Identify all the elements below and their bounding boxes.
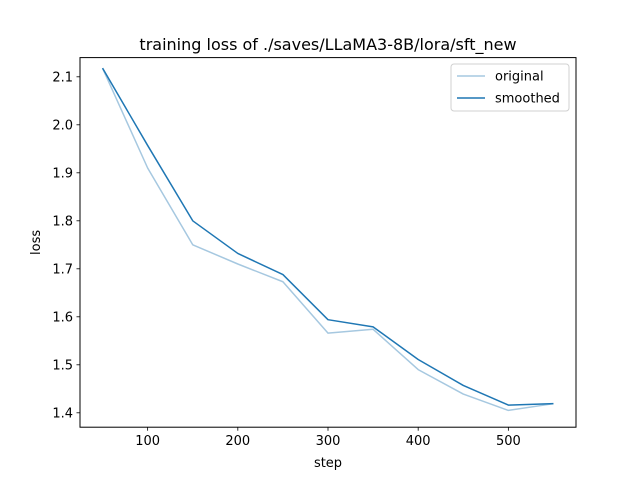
series-line-original <box>101 67 554 412</box>
legend: original smoothed <box>450 63 570 112</box>
y-tick-label: 1.6 <box>52 310 73 325</box>
x-tick-label: 500 <box>496 434 521 449</box>
y-tick-label: 2.1 <box>52 70 73 85</box>
x-axis-ticks: 100 200 300 400 500 <box>135 427 521 449</box>
chart-title: training loss of ./saves/LLaMA3-8B/lora/… <box>139 35 516 55</box>
y-tick-label: 2.0 <box>52 118 73 133</box>
y-tick-label: 1.9 <box>52 166 73 181</box>
y-tick-label: 1.4 <box>52 406 73 421</box>
y-tick-label: 1.5 <box>52 358 73 373</box>
y-tick-label: 1.7 <box>52 262 73 277</box>
y-tick-label: 1.8 <box>52 214 73 229</box>
plot-area: 100 200 300 400 500 1.4 1.5 1.6 1.7 1.8 1.9 2.0 2.1 <box>52 57 577 449</box>
x-tick-label: 100 <box>135 434 160 449</box>
series-layer <box>101 67 554 412</box>
y-axis-label: loss <box>29 230 44 255</box>
y-axis-ticks: 1.4 1.5 1.6 1.7 1.8 1.9 2.0 2.1 <box>52 70 80 421</box>
x-tick-label: 300 <box>316 434 341 449</box>
legend-label-original: original <box>495 70 544 85</box>
x-tick-label: 400 <box>406 434 431 449</box>
x-tick-label: 200 <box>225 434 250 449</box>
legend-label-smoothed: smoothed <box>495 92 560 107</box>
x-axis-label: step <box>314 456 342 471</box>
series-line-smoothed <box>101 67 554 406</box>
